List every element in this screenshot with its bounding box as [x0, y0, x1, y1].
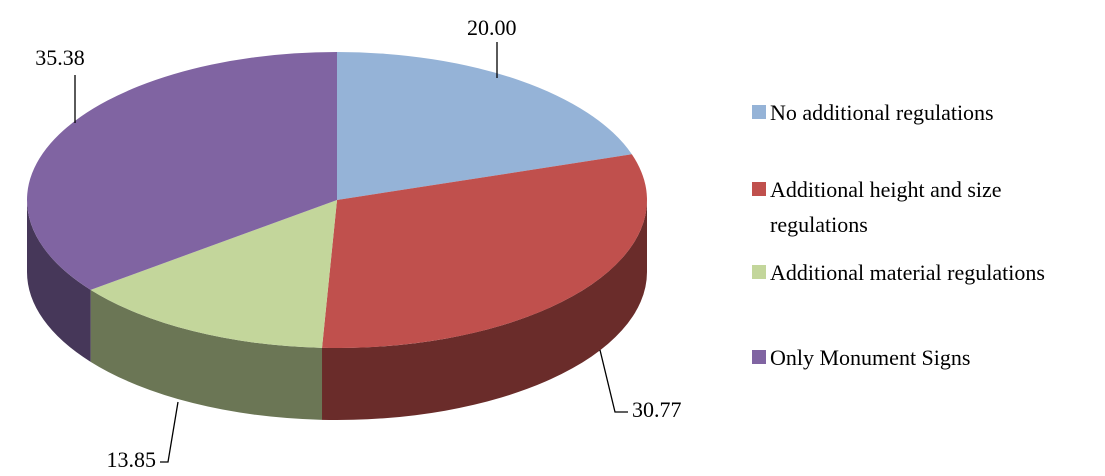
- legend-item: Only Monument Signs: [752, 340, 1082, 375]
- data-label: 13.85: [107, 447, 157, 472]
- slice: [90, 200, 338, 348]
- data-label: 30.77: [632, 397, 682, 422]
- legend-swatch: [752, 105, 766, 119]
- legend-item: Additional material regulations: [752, 255, 1082, 290]
- legend-item: No additional regulations: [752, 95, 1082, 130]
- slice: [337, 52, 632, 200]
- data-label: 20.00: [467, 15, 517, 40]
- legend-swatch: [752, 350, 766, 364]
- slice-side: [90, 289, 323, 420]
- legend-label: No additional regulations: [770, 100, 994, 125]
- leader-line: [599, 349, 628, 413]
- legend-label: Additional height and size regulations: [770, 177, 1002, 237]
- slice-side: [322, 200, 647, 420]
- legend-item: Additional height and size regulations: [752, 172, 1082, 242]
- legend-label: Additional material regulations: [770, 260, 1045, 285]
- leader-line: [160, 401, 179, 463]
- slice: [322, 154, 647, 348]
- slice: [26, 52, 338, 290]
- legend-swatch: [752, 182, 766, 196]
- data-label: 35.38: [35, 45, 85, 70]
- legend-label: Only Monument Signs: [770, 345, 971, 370]
- slice-side: [26, 200, 91, 362]
- legend-swatch: [752, 265, 766, 279]
